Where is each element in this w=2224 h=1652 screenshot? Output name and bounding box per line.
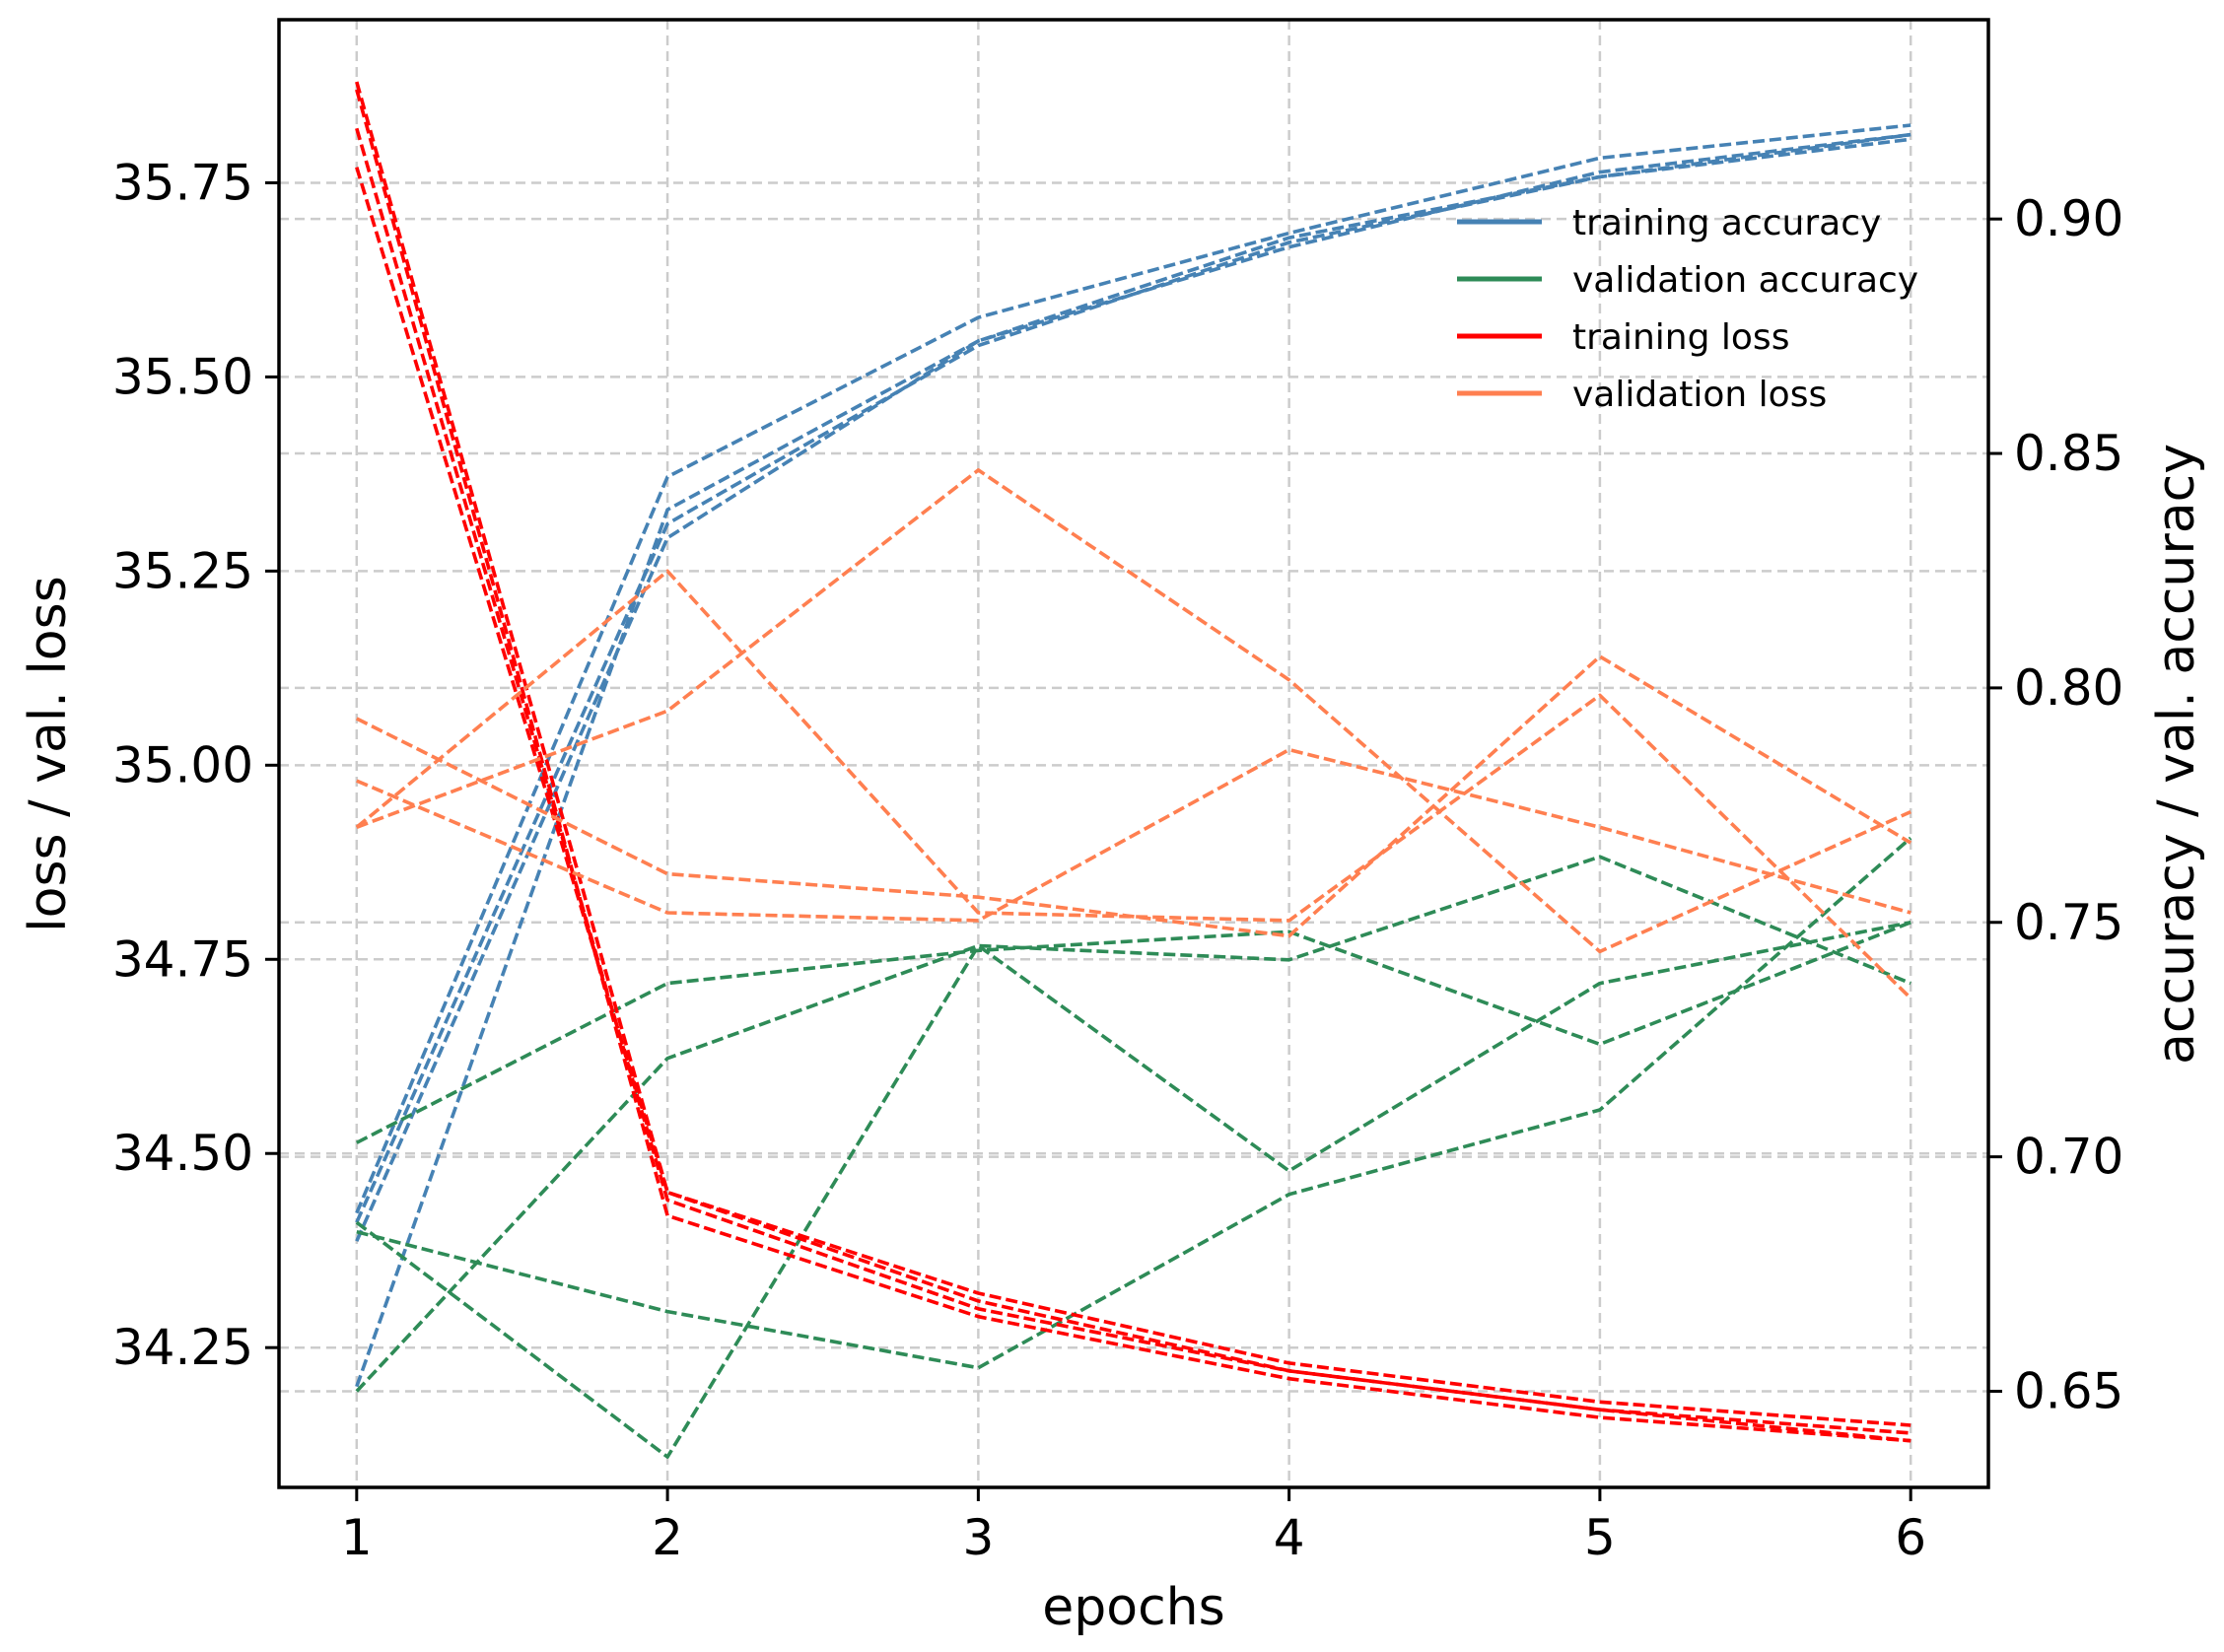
legend-label: training loss <box>1572 317 1789 358</box>
series-line-validation-loss <box>356 747 1911 923</box>
series-line-training-accuracy <box>355 137 1911 1242</box>
left-tick-label: 34.25 <box>112 1319 253 1376</box>
right-axis-label: accuracy / val. accuracy <box>2147 444 2206 1065</box>
x-tick-label: 1 <box>341 1509 373 1566</box>
series-line-training-loss <box>355 81 1911 1427</box>
left-tick-label: 34.75 <box>112 930 253 988</box>
plot-frame <box>277 18 1990 1489</box>
x-tick-label: 3 <box>962 1509 994 1566</box>
right-axis-ticks: 0.65 0.70 0.75 0.80 0.85 0.90 <box>1988 190 2123 1419</box>
series-lines <box>355 81 1912 1459</box>
legend-label: validation accuracy <box>1572 260 1918 301</box>
x-tick-label: 2 <box>652 1509 683 1566</box>
right-tick-label: 0.75 <box>2014 894 2123 951</box>
right-tick-label: 0.65 <box>2014 1362 2123 1419</box>
x-tick-label: 6 <box>1895 1509 1926 1566</box>
right-tick-label: 0.80 <box>2014 659 2123 717</box>
series-line-validation-accuracy <box>356 836 1912 1370</box>
series-line-training-accuracy <box>355 132 1911 1388</box>
left-axis-ticks: 34.25 34.50 34.75 35.00 35.25 35.50 35.75 <box>112 154 279 1376</box>
series-line-validation-accuracy <box>355 921 1911 1144</box>
series-line-validation-loss <box>355 569 1912 999</box>
right-tick-label: 0.85 <box>2014 425 2123 482</box>
left-tick-label: 35.00 <box>112 736 253 793</box>
grid-lines <box>279 20 1988 1487</box>
x-tick-label: 5 <box>1584 1509 1616 1566</box>
series-line-validation-loss <box>356 468 1911 954</box>
x-tick-label: 4 <box>1274 1509 1305 1566</box>
left-tick-label: 35.75 <box>112 154 253 211</box>
series-line-validation-accuracy <box>355 855 1911 1459</box>
series-line-validation-accuracy <box>355 921 1911 1393</box>
series-line-training-loss <box>355 167 1911 1435</box>
legend: training accuracy validation accuracy trai… <box>1457 203 1918 415</box>
left-tick-label: 35.25 <box>112 542 253 599</box>
x-axis-label: epochs <box>1042 1578 1224 1637</box>
series-line-training-accuracy <box>355 123 1911 1214</box>
legend-label: validation loss <box>1572 375 1827 415</box>
x-axis-ticks: 1 2 3 4 5 6 <box>341 1487 1926 1566</box>
legend-label: training accuracy <box>1572 203 1881 243</box>
left-tick-label: 34.50 <box>112 1125 253 1182</box>
series-line-training-loss <box>355 89 1911 1443</box>
right-tick-label: 0.70 <box>2014 1129 2123 1186</box>
left-axis-label: loss / val. loss <box>19 576 78 932</box>
right-tick-label: 0.90 <box>2014 190 2123 247</box>
series-line-validation-loss <box>355 654 1912 938</box>
left-tick-label: 35.50 <box>112 348 253 405</box>
